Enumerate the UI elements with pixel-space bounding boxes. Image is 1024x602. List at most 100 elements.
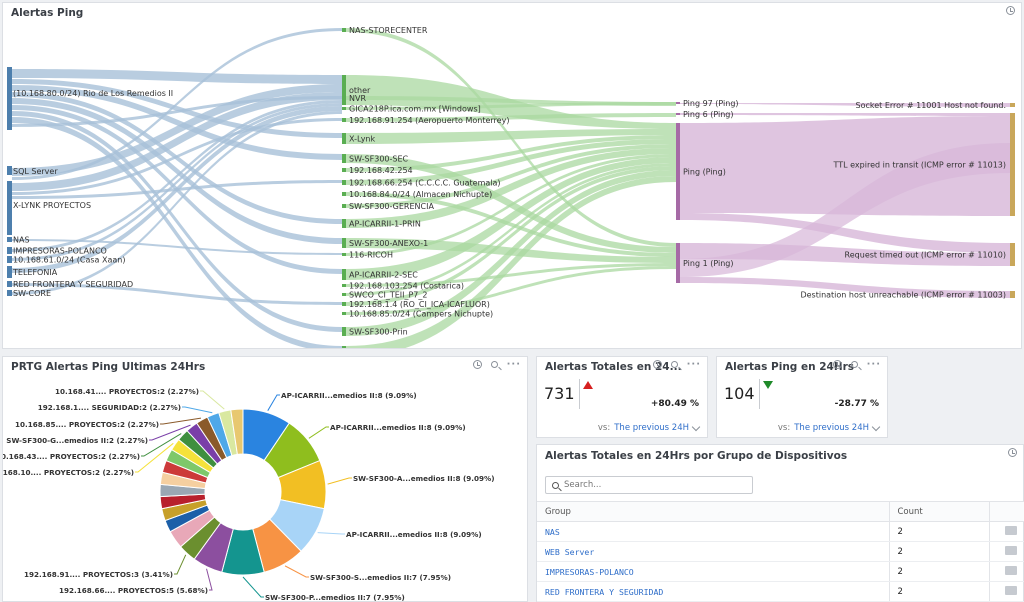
sankey-device-node[interactable] — [342, 293, 346, 296]
sankey-device-node[interactable] — [342, 28, 346, 32]
sankey-link — [346, 113, 676, 122]
stat2-divider — [759, 379, 760, 409]
chevron-down-icon[interactable] — [691, 422, 701, 431]
search-box[interactable] — [545, 476, 753, 494]
table-row[interactable]: RED FRONTERA Y SEGURIDAD 2 — [537, 581, 1024, 602]
arrow-down-icon — [763, 381, 773, 389]
drilldown-icon[interactable] — [1005, 565, 1018, 575]
sankey-device-node[interactable] — [342, 154, 346, 163]
sankey-nodes: (10.168.80.0/24) Rio de Los Remedios II S… — [7, 26, 1015, 348]
table-row[interactable]: NAS 2 — [537, 521, 1024, 542]
sankey-device-node[interactable] — [342, 253, 346, 256]
sankey-source-node[interactable] — [7, 290, 12, 296]
group-cell[interactable]: RED FRONTERA Y SEGURIDAD — [537, 581, 889, 602]
stat2-compare-link[interactable]: The previous 24H — [794, 423, 869, 433]
pie-label-leader — [200, 390, 225, 410]
sankey-source-node[interactable] — [7, 247, 12, 254]
clock-icon[interactable] — [1008, 448, 1017, 457]
sankey-message-node[interactable] — [1010, 291, 1015, 298]
pie-slice-label: AP-ICARRII...emedios II:8 (9.09%) — [346, 530, 482, 539]
sankey-message-node[interactable] — [1010, 103, 1015, 107]
sankey-device-node[interactable] — [342, 133, 346, 144]
stat1-compare-link[interactable]: The previous 24H — [614, 423, 689, 433]
pie-label-leader — [308, 426, 329, 439]
sankey-device-node[interactable] — [342, 327, 346, 336]
pie-label-leader — [135, 442, 174, 473]
table-row[interactable]: IMPRESORAS-POLANCO 2 — [537, 561, 1024, 582]
more-options-icon[interactable]: ··· — [686, 358, 701, 370]
sankey-device-label: SW-SF300-SEC — [349, 155, 409, 164]
sankey-source-node[interactable] — [7, 166, 12, 175]
sankey-sensor-node[interactable] — [676, 102, 680, 104]
sankey-device-label: 192.168.103.254 (Costarica) — [349, 282, 464, 291]
stat2-title: Alertas Ping en 24Hrs — [725, 361, 855, 373]
sankey-link — [12, 79, 342, 138]
stat-panel-ping-alerts: Alertas Ping en 24Hrs ··· 104 -28.77 % v… — [716, 356, 888, 438]
sankey-link — [680, 113, 1010, 116]
sankey-source-node[interactable] — [7, 281, 12, 287]
table-row[interactable]: WEB Server 2 — [537, 541, 1024, 562]
more-options-icon[interactable]: ··· — [506, 358, 521, 370]
pie-chart: AP-ICARRII...emedios II:8 (9.09%) AP-ICAR… — [3, 387, 495, 601]
sankey-link — [346, 157, 676, 280]
sankey-source-node[interactable] — [7, 181, 12, 235]
group-cell[interactable]: WEB Server — [537, 541, 889, 562]
pie-slice-label: 192.168.91.... PROYECTOS:3 (3.41%) — [24, 570, 173, 579]
sankey-device-label: AP-ICARRII-2-SEC — [349, 271, 418, 280]
sankey-sensor-node[interactable] — [676, 243, 680, 283]
sankey-device-node[interactable] — [342, 75, 346, 105]
column-header-count[interactable]: Count — [888, 501, 989, 522]
sankey-device-node[interactable] — [342, 219, 346, 228]
stat1-change: +80.49 % — [650, 399, 699, 409]
sankey-source-node[interactable] — [7, 67, 12, 130]
sankey-source-node[interactable] — [7, 237, 12, 242]
sankey-device-node[interactable] — [342, 284, 346, 287]
sankey-sensor-node[interactable] — [676, 123, 680, 220]
sankey-device-label: AP-ICARRII-1-PRIN — [349, 220, 421, 229]
column-header-group[interactable]: Group — [537, 501, 889, 522]
pie-label-leader — [327, 477, 352, 485]
group-cell[interactable]: NAS — [537, 521, 889, 542]
sankey-device-node[interactable] — [342, 312, 346, 315]
sankey-link — [12, 84, 342, 176]
zoom-icon[interactable] — [850, 361, 858, 368]
clock-icon[interactable] — [472, 360, 482, 369]
more-options-icon[interactable]: ··· — [866, 358, 881, 370]
sankey-sensor-node[interactable] — [676, 113, 680, 115]
clock-icon[interactable] — [652, 360, 662, 369]
clock-icon[interactable] — [1006, 6, 1015, 15]
zoom-icon[interactable] — [490, 361, 498, 368]
sankey-message-node[interactable] — [1010, 243, 1015, 266]
drilldown-icon[interactable] — [1005, 525, 1018, 535]
pie-panel-header: PRTG Alertas Ping Ultimas 24Hrs ··· — [3, 357, 527, 377]
sankey-device-node[interactable] — [342, 204, 346, 208]
sankey-device-node[interactable] — [342, 168, 346, 172]
drilldown-icon[interactable] — [1005, 545, 1018, 555]
pie-panel: PRTG Alertas Ping Ultimas 24Hrs ··· AP-I… — [2, 356, 528, 602]
sankey-source-label: SQL Server — [13, 167, 58, 176]
sankey-device-node[interactable] — [342, 346, 346, 348]
sankey-device-node[interactable] — [342, 180, 346, 185]
sankey-link — [12, 111, 342, 332]
sankey-source-node[interactable] — [7, 266, 12, 278]
chevron-down-icon[interactable] — [871, 422, 881, 431]
sankey-source-label: SW-CORE — [13, 289, 51, 298]
sankey-device-node[interactable] — [342, 269, 346, 280]
sankey-source-node[interactable] — [7, 256, 12, 263]
sankey-link — [680, 103, 1010, 107]
sankey-device-node[interactable] — [342, 238, 346, 248]
drilldown-icon[interactable] — [1005, 585, 1018, 595]
clock-icon[interactable] — [832, 360, 842, 369]
sankey-device-node[interactable] — [342, 118, 346, 122]
group-cell[interactable]: IMPRESORAS-POLANCO — [537, 561, 889, 582]
sankey-message-node[interactable] — [1010, 113, 1015, 216]
sankey-device-node[interactable] — [342, 192, 346, 196]
stat2-change: -28.77 % — [834, 399, 879, 409]
search-input[interactable] — [564, 480, 744, 490]
pie-slice[interactable] — [230, 408, 244, 455]
sankey-sensor-label: Ping (Ping) — [683, 168, 726, 177]
zoom-icon[interactable] — [670, 361, 678, 368]
sankey-device-node[interactable] — [342, 96, 346, 100]
sankey-device-node[interactable] — [342, 302, 346, 306]
sankey-device-node[interactable] — [342, 107, 346, 110]
